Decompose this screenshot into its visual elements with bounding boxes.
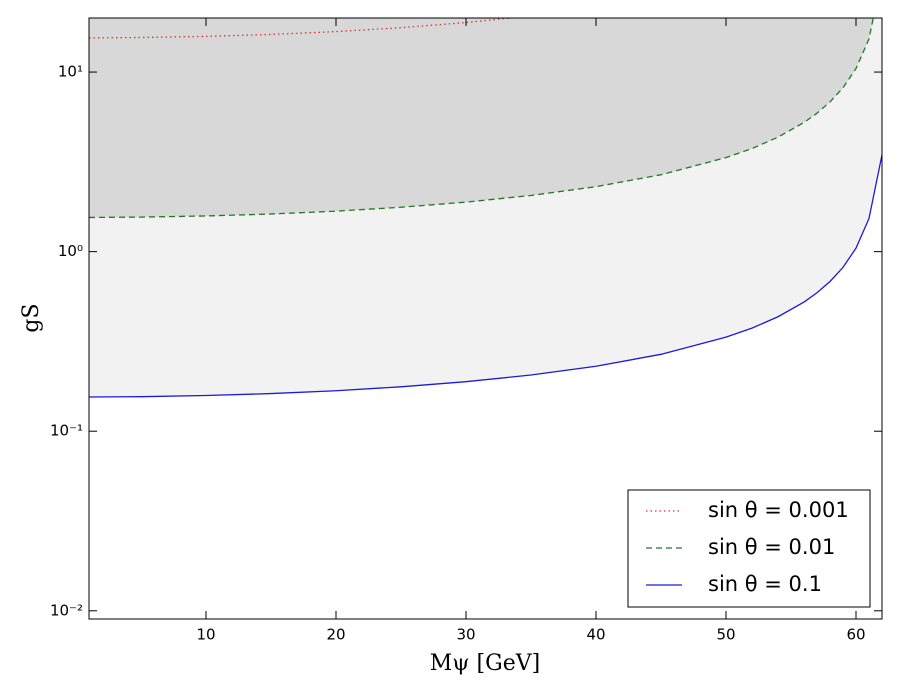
series-line <box>89 154 882 398</box>
legend-text: sin θ = 0.1 <box>708 572 822 596</box>
x-tick-label: 60 <box>846 626 865 644</box>
legend-text: sin θ = 0.001 <box>708 498 849 522</box>
fill-layer <box>89 18 882 398</box>
x-tick-label: 10 <box>196 626 215 644</box>
x-tick-label: 20 <box>326 626 345 644</box>
y-tick-label: 10¹ <box>58 63 83 81</box>
x-tick-label: 40 <box>586 626 605 644</box>
x-tick-label: 30 <box>456 626 475 644</box>
x-axis-label: Mψ [GeV] <box>430 651 540 676</box>
line-layer <box>89 18 882 398</box>
shaded-region <box>89 18 874 218</box>
y-tick-label: 10⁻² <box>50 601 83 619</box>
series-line <box>89 18 874 219</box>
plot-frame <box>88 17 883 620</box>
x-tick-label: 50 <box>716 626 735 644</box>
y-axis-label: gS <box>19 303 44 332</box>
legend-text: sin θ = 0.01 <box>708 535 835 559</box>
y-tick-label: 10⁰ <box>58 242 83 260</box>
y-tick-label: 10⁻¹ <box>50 422 83 440</box>
